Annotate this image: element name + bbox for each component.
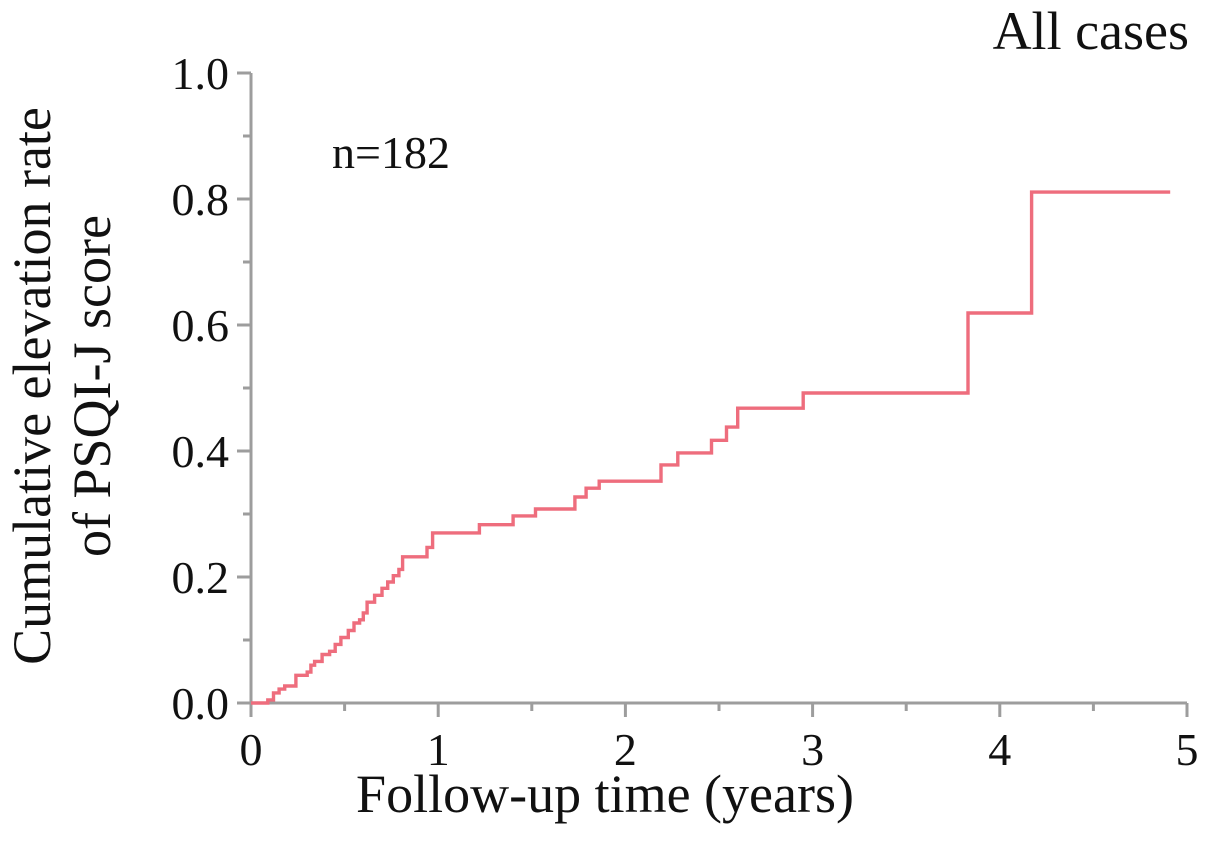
x-tick-label: 5 bbox=[1176, 724, 1199, 775]
x-tick-label: 2 bbox=[614, 724, 637, 775]
x-tick-label: 3 bbox=[801, 724, 824, 775]
cumulative-step-curve bbox=[251, 190, 1171, 705]
y-tick-label: 0.2 bbox=[172, 552, 230, 603]
chart-title: All cases bbox=[992, 1, 1189, 61]
y-tick-label: 0.0 bbox=[172, 678, 230, 729]
x-axis-title: Follow-up time (years) bbox=[356, 764, 854, 824]
y-tick-label: 0.6 bbox=[172, 300, 230, 351]
y-tick-label: 0.8 bbox=[172, 174, 230, 225]
y-tick-label: 1.0 bbox=[172, 48, 230, 99]
x-tick-label: 4 bbox=[988, 724, 1011, 775]
y-tick-label: 0.4 bbox=[172, 426, 230, 477]
sample-size-annotation: n=182 bbox=[332, 127, 450, 178]
x-tick-label: 0 bbox=[240, 724, 263, 775]
x-tick-label: 1 bbox=[427, 724, 450, 775]
